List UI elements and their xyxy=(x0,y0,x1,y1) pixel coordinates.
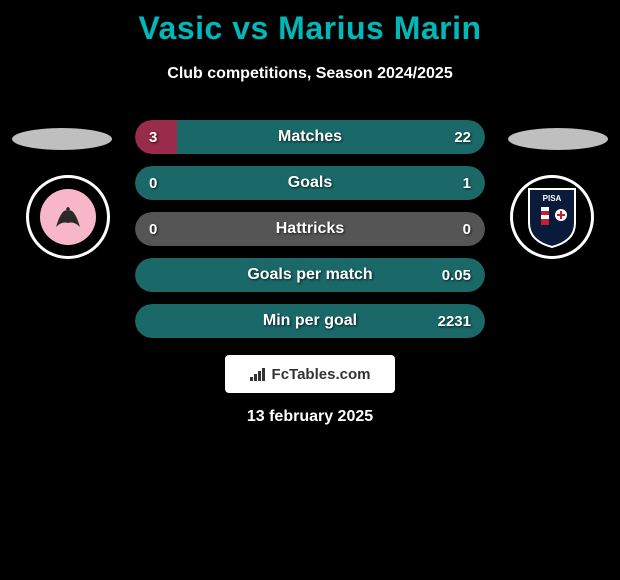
footer-brand-text: FcTables.com xyxy=(272,366,371,383)
stat-label: Matches xyxy=(278,128,342,146)
stat-row: 3 Matches 22 xyxy=(135,120,485,154)
stat-row: 0 Goals 1 xyxy=(135,166,485,200)
left-team-badge xyxy=(18,175,118,275)
stat-row: 0 Hattricks 0 xyxy=(135,212,485,246)
stat-value-left: 0 xyxy=(149,221,157,238)
left-player-oval xyxy=(12,128,112,150)
stat-value-right: 0 xyxy=(463,221,471,238)
svg-text:PISA: PISA xyxy=(543,194,562,203)
fctables-logo: FcTables.com xyxy=(225,355,395,393)
bar-chart-icon xyxy=(250,367,268,381)
stat-label: Goals per match xyxy=(247,266,372,284)
stat-label: Min per goal xyxy=(263,312,357,330)
pisa-shield-icon: PISA xyxy=(523,185,581,249)
subtitle: Club competitions, Season 2024/2025 xyxy=(0,65,620,83)
comparison-date: 13 february 2025 xyxy=(0,408,620,426)
comparison-bars: 3 Matches 22 0 Goals 1 0 Hattricks 0 Goals per ma… xyxy=(135,120,485,350)
page-title: Vasic vs Marius Marin xyxy=(0,0,620,47)
stat-value-left: 0 xyxy=(149,175,157,192)
stat-value-right: 2231 xyxy=(438,313,471,330)
stat-row: Min per goal 2231 xyxy=(135,304,485,338)
stat-value-right: 22 xyxy=(454,129,471,146)
stat-value-left: 3 xyxy=(149,129,157,146)
stat-label: Hattricks xyxy=(276,220,344,238)
stat-label: Goals xyxy=(288,174,332,192)
right-team-badge: PISA xyxy=(502,175,602,275)
stat-value-right: 1 xyxy=(463,175,471,192)
right-player-oval xyxy=(508,128,608,150)
stat-row: Goals per match 0.05 xyxy=(135,258,485,292)
stat-value-right: 0.05 xyxy=(442,267,471,284)
palermo-eagle-icon xyxy=(38,187,98,247)
